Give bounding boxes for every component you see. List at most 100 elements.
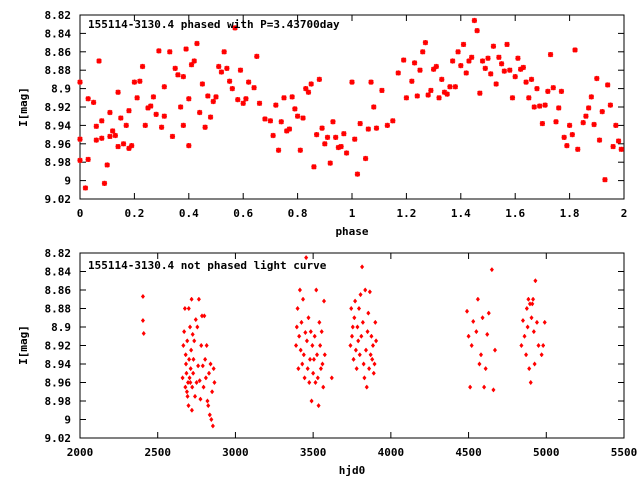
- phased-data-point: [93, 123, 99, 129]
- unphased-data-point: [211, 366, 216, 372]
- phased-data-point: [430, 66, 437, 72]
- phased-axis-ticks: 0 0.2 0.4 0.6 0.8 1 1.2 1.4 1.6 1.8 2 8.82 8.84 8.86 8…: [45, 9, 628, 220]
- phased-data-point: [107, 109, 113, 116]
- phased-data-point: [112, 132, 119, 139]
- unphased-data-point: [317, 319, 322, 325]
- phased-data-point: [77, 157, 83, 164]
- phased-data-point: [572, 47, 578, 53]
- unphased-data-point: [197, 378, 202, 384]
- unphased-data-point: [321, 298, 327, 304]
- phased-data-point: [273, 102, 279, 108]
- unphased-data-point: [191, 370, 196, 376]
- unphased-data-point: [184, 389, 190, 395]
- unphased-x-tick-label: 4500: [455, 446, 482, 459]
- phased-data-point: [379, 87, 385, 94]
- unphased-data-point: [314, 287, 319, 293]
- phased-x-tick-label: 0.4: [179, 207, 199, 220]
- unphased-data-point: [355, 324, 360, 330]
- phased-data-point: [177, 104, 184, 110]
- unphased-data-point: [316, 403, 321, 409]
- unphased-data-point: [204, 342, 209, 349]
- unphased-data-point: [534, 319, 540, 325]
- phased-data-point: [150, 94, 157, 100]
- unphased-data-point: [210, 389, 215, 395]
- unphased-data-point: [353, 347, 358, 353]
- unphased-data-point: [187, 324, 193, 330]
- phased-data-point: [599, 108, 605, 115]
- unphased-data-point: [300, 296, 306, 302]
- unphased-data-point: [529, 315, 534, 321]
- unphased-data-point: [295, 305, 300, 312]
- phased-x-tick-label: 0.8: [288, 207, 308, 220]
- unphased-data-point: [189, 347, 194, 353]
- phased-data-point: [449, 58, 456, 64]
- unphased-data-point: [181, 342, 186, 349]
- phased-data-point: [561, 134, 567, 141]
- phased-data-point: [131, 79, 138, 85]
- phased-data-point: [319, 125, 325, 131]
- phased-data-point: [602, 177, 608, 183]
- phased-data-point: [216, 63, 222, 70]
- unphased-data-point: [489, 267, 494, 273]
- unphased-data-point: [202, 313, 207, 319]
- unphased-chart-title: 155114-3130.4 not phased light curve: [88, 259, 327, 272]
- phased-data-point: [292, 106, 298, 112]
- unphased-data-point: [186, 305, 191, 312]
- phased-data-point: [596, 137, 603, 143]
- unphased-data-point: [198, 396, 203, 402]
- unphased-data-point: [194, 379, 199, 386]
- unphased-data-point: [320, 361, 325, 367]
- unphased-chart: 2000 2500 3000 3500 4000 4500 5000 5500 8.82 8.84…: [17, 247, 637, 477]
- unphased-data-point: [485, 331, 490, 338]
- phased-data-point: [401, 57, 407, 63]
- unphased-data-point: [187, 375, 192, 381]
- unphased-data-point: [311, 356, 317, 362]
- unphased-data-points: [140, 255, 547, 429]
- phased-data-point: [425, 92, 431, 98]
- phased-data-point: [545, 88, 551, 95]
- phased-data-point: [245, 79, 252, 85]
- phased-data-point: [126, 145, 132, 152]
- phased-y-tick-label: 8.88: [45, 64, 72, 77]
- phased-data-point: [526, 95, 532, 101]
- unphased-data-point: [300, 361, 305, 367]
- unphased-axis-ticks: 2000 2500 3000 3500 4000 4500 5000 5500 8.82 8.84…: [45, 247, 638, 459]
- phased-data-point: [289, 94, 295, 100]
- unphased-data-point: [299, 319, 304, 325]
- phased-x-tick-label: 0: [77, 207, 84, 220]
- phased-data-point: [205, 93, 211, 99]
- unphased-data-point: [185, 338, 190, 344]
- phased-data-point: [444, 91, 450, 97]
- phased-data-point: [414, 93, 420, 99]
- unphased-data-point: [370, 342, 376, 349]
- unphased-data-point: [526, 296, 531, 302]
- unphased-data-point: [321, 384, 326, 390]
- unphased-data-point: [354, 366, 359, 372]
- phased-data-point: [501, 68, 507, 74]
- phased-data-point: [580, 119, 586, 126]
- phased-data-point: [186, 96, 192, 102]
- unphased-data-point: [532, 361, 537, 367]
- phased-data-point: [142, 122, 148, 129]
- phased-data-point: [343, 150, 350, 156]
- unphased-data-point: [369, 333, 374, 339]
- unphased-data-point: [182, 329, 187, 335]
- phased-y-tick-label: 8.9: [51, 83, 71, 96]
- phased-data-point: [254, 53, 260, 60]
- phased-data-point: [591, 121, 597, 128]
- phased-data-point: [550, 85, 556, 91]
- phased-data-point: [403, 95, 410, 101]
- unphased-data-point: [313, 379, 318, 386]
- phased-data-point: [240, 100, 246, 106]
- phased-data-point: [493, 81, 499, 87]
- phased-data-point: [474, 27, 480, 34]
- phased-data-point: [564, 142, 570, 149]
- phased-x-tick-label: 1.6: [505, 207, 525, 220]
- phased-data-point: [153, 111, 159, 118]
- unphased-y-axis-label: I[mag]: [17, 325, 30, 365]
- unphased-data-point: [302, 375, 307, 381]
- unphased-data-point: [360, 264, 365, 270]
- phased-data-point: [613, 122, 619, 129]
- unphased-data-point: [207, 412, 212, 418]
- phased-data-point: [101, 180, 108, 187]
